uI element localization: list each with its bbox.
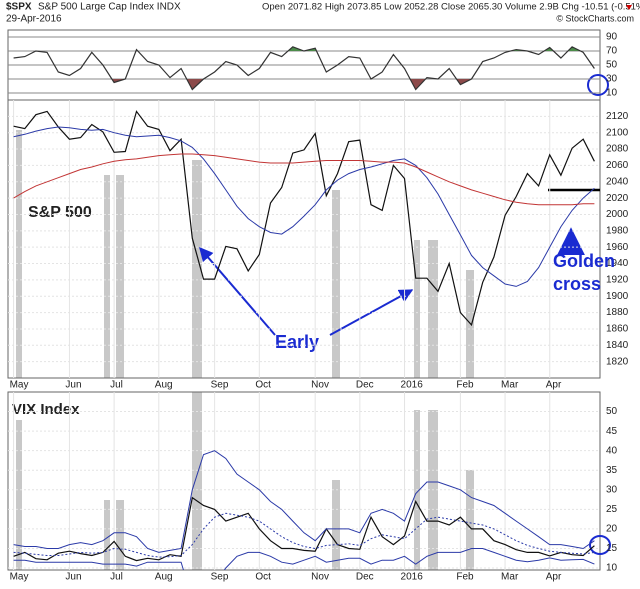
- y-tick-label: 1920: [606, 275, 629, 286]
- x-tick-label: Feb: [456, 572, 474, 583]
- quote: Open 2071.82 High 2073.85 Low 2052.28 Cl…: [262, 2, 640, 13]
- y-tick-label: 2040: [606, 176, 629, 187]
- y-tick-label: 2060: [606, 160, 629, 171]
- y-tick-label: 90: [606, 32, 618, 43]
- series-line: [13, 153, 595, 206]
- y-tick-label: 50: [606, 406, 618, 417]
- x-tick-label: 2016: [401, 380, 424, 391]
- y-tick-label: 1840: [606, 340, 629, 351]
- x-tick-label: May: [10, 380, 29, 391]
- highlights: [16, 130, 474, 570]
- panel-title: VIX Index: [12, 401, 80, 418]
- plot: [13, 450, 595, 570]
- x-tick-label: Aug: [155, 380, 173, 391]
- x-tick-label: Apr: [546, 380, 562, 391]
- arrow: [199, 246, 276, 336]
- x-tick-label: Mar: [501, 380, 519, 391]
- plot: [13, 110, 595, 327]
- rsi-overbought-fill: [13, 46, 595, 51]
- y-tick-label: 2120: [606, 111, 629, 122]
- highlight-circle: [587, 74, 609, 96]
- series-line: [13, 450, 595, 553]
- highlight-circle: [589, 535, 611, 555]
- x-tick-label: May: [10, 572, 29, 583]
- source: © StockCharts.com: [556, 13, 634, 23]
- y-tick-label: 2020: [606, 193, 629, 204]
- x-tick-label: Jul: [110, 572, 123, 583]
- y-tick-label: 1860: [606, 324, 629, 335]
- y-tick-label: 2100: [606, 127, 629, 138]
- y-tick-label: 10: [606, 563, 618, 574]
- y-tick-label: 1960: [606, 242, 629, 253]
- x-tick-label: Feb: [456, 380, 474, 391]
- x-tick-label: 2016: [401, 572, 424, 583]
- y-tick-label: 1880: [606, 307, 629, 318]
- y-tick-label: 15: [606, 543, 618, 554]
- x-tick-label: Dec: [356, 572, 374, 583]
- y-tick-label: 1820: [606, 356, 629, 367]
- x-tick-label: Nov: [311, 572, 329, 583]
- panel-label: S&P 500: [28, 204, 92, 221]
- y-tick-label: 50: [606, 60, 618, 71]
- x-tick-label: Apr: [546, 572, 562, 583]
- series-line: [13, 512, 595, 558]
- x-tick-label: Sep: [211, 380, 229, 391]
- series-line: [13, 548, 595, 570]
- symbol: $SPX: [6, 2, 32, 13]
- arrow: [329, 289, 414, 336]
- plot: [13, 46, 595, 91]
- x-tick-label: Oct: [255, 572, 271, 583]
- rsi-oversold-fill: [13, 79, 595, 90]
- y-tick-label: 10: [606, 88, 618, 99]
- y-tick-label: 30: [606, 74, 618, 85]
- x-tick-label: Dec: [356, 380, 374, 391]
- y-tick-label: 35: [606, 465, 618, 476]
- index-name: S&P 500 Large Cap Index INDX: [38, 2, 181, 13]
- x-tick-label: Nov: [311, 380, 329, 391]
- date: 29-Apr-2016: [6, 14, 62, 25]
- y-tick-label: 2000: [606, 209, 629, 220]
- down-arrow: [626, 5, 632, 10]
- y-tick-label: 1940: [606, 258, 629, 269]
- series-line: [13, 496, 595, 562]
- x-tick-label: Jun: [65, 380, 81, 391]
- series-line: [13, 46, 595, 91]
- x-tick-label: Jul: [110, 380, 123, 391]
- annotation: Early: [275, 332, 319, 352]
- y-tick-label: 1980: [606, 225, 629, 236]
- x-tick-label: Oct: [255, 380, 271, 391]
- y-tick-label: 2080: [606, 144, 629, 155]
- x-tick-label: Jun: [65, 572, 81, 583]
- y-tick-label: 20: [606, 524, 618, 535]
- series-line: [13, 126, 595, 287]
- x-tick-label: Aug: [155, 572, 173, 583]
- series-line: [13, 110, 595, 327]
- y-tick-label: 70: [606, 46, 618, 57]
- y-tick-label: 30: [606, 484, 618, 495]
- x-tick-label: Sep: [211, 572, 229, 583]
- y-tick-label: 40: [606, 445, 618, 456]
- y-tick-label: 45: [606, 426, 618, 437]
- y-tick-label: 25: [606, 504, 618, 515]
- frames: [7, 29, 601, 571]
- annotation: Golden cross: [553, 251, 615, 294]
- x-tick-label: Mar: [501, 572, 519, 583]
- y-tick-label: 1900: [606, 291, 629, 302]
